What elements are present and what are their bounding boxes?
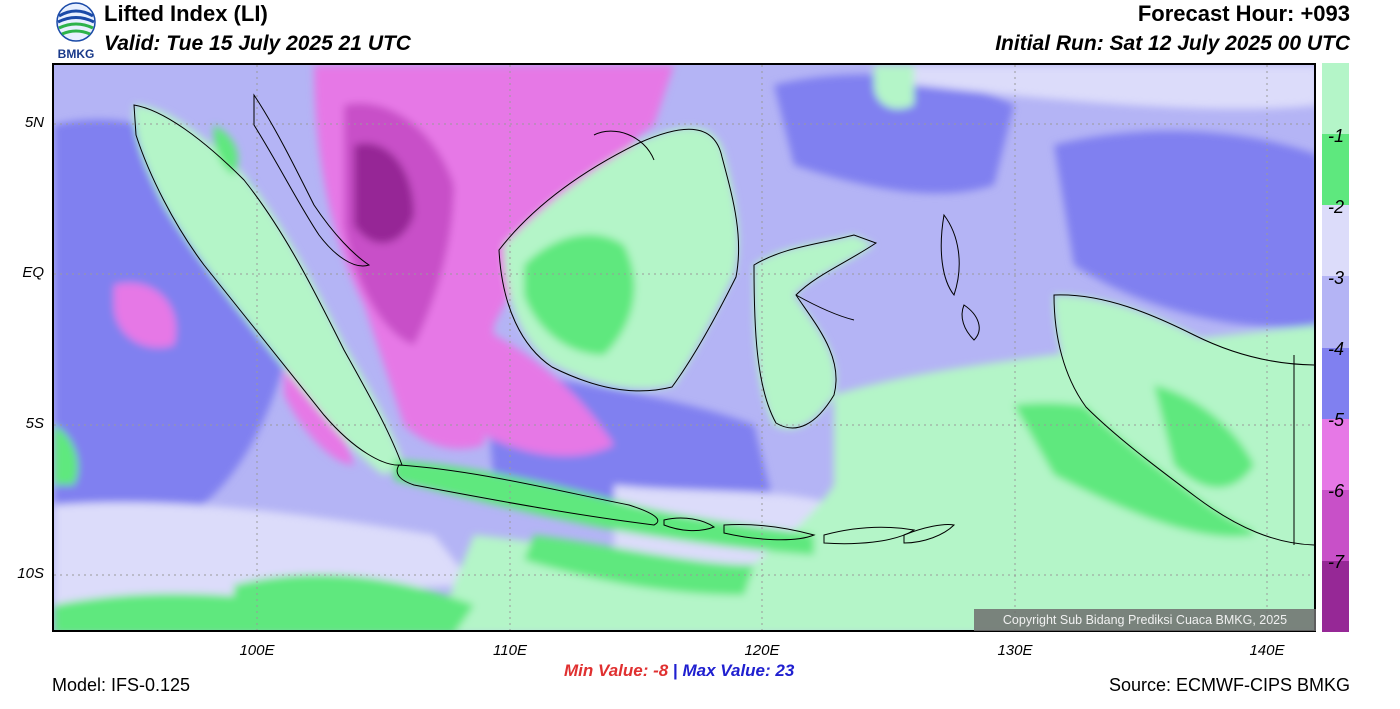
colorbar: [1322, 63, 1349, 632]
colorbar-label-3: -3: [1328, 268, 1345, 288]
lat-label-10s: 10S: [17, 565, 44, 582]
lon-label-100e: 100E: [239, 642, 275, 659]
lat-label-5s: 5S: [25, 415, 44, 432]
initial-run: Initial Run: Sat 12 July 2025 00 UTC: [995, 32, 1350, 55]
colorbar-label-7: -7: [1328, 552, 1345, 572]
colorbar-swatch: [1322, 276, 1349, 348]
colorbar-swatch: [1322, 205, 1349, 277]
colorbar-label-4: -4: [1328, 339, 1345, 359]
max-value-label: Max Value:: [682, 661, 771, 680]
lon-label-140e: 140E: [1249, 642, 1285, 659]
map-title: Lifted Index (LI): [104, 1, 268, 26]
colorbar-swatch: [1322, 560, 1349, 632]
lon-label-130e: 130E: [997, 642, 1033, 659]
colorbar-label-6: -6: [1328, 481, 1345, 501]
min-max-readout: Min Value: -8 | Max Value: 23: [564, 661, 794, 681]
colorbar-swatch: [1322, 63, 1349, 135]
min-value-label: Min Value:: [564, 661, 649, 680]
lat-label-5n: 5N: [24, 114, 44, 131]
colorbar-label-1: -1: [1328, 126, 1345, 146]
colorbar-label-2: -2: [1328, 197, 1345, 217]
model-label: Model: IFS-0.125: [52, 675, 191, 695]
max-value: 23: [775, 661, 795, 680]
min-value: -8: [653, 661, 669, 680]
copyright-notice: Copyright Sub Bidang Prediksi Cuaca BMKG…: [974, 609, 1316, 631]
colorbar-swatch: [1322, 418, 1349, 490]
lifted-index-map: [52, 63, 1316, 632]
source-label: Source: ECMWF-CIPS BMKG: [1108, 675, 1350, 695]
colorbar-swatch: [1322, 489, 1349, 561]
forecast-hour: Forecast Hour: +093: [1137, 1, 1350, 26]
colorbar-swatch: [1322, 347, 1349, 419]
colorbar-label-5: -5: [1328, 410, 1345, 430]
lat-label-eq: EQ: [22, 264, 44, 281]
lon-label-120e: 120E: [744, 642, 780, 659]
valid-time: Valid: Tue 15 July 2025 21 UTC: [104, 32, 411, 55]
lon-label-110e: 110E: [493, 642, 527, 659]
min-max-separator: |: [672, 661, 678, 680]
lifted-index-field: [54, 65, 1314, 630]
coastlines: [133, 93, 1314, 546]
svg-text:BMKG: BMKG: [58, 47, 95, 60]
colorbar-swatch: [1322, 134, 1349, 206]
bmkg-logo: BMKG: [56, 2, 96, 60]
map-canvas: [54, 65, 1314, 630]
